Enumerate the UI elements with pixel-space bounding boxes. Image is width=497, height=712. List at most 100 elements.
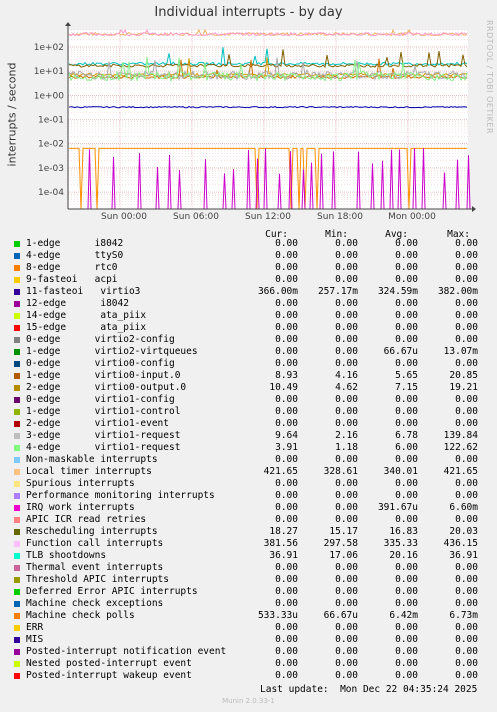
legend-min-value: 0.00 (335, 490, 358, 501)
legend-min-value: 0.00 (335, 658, 358, 669)
legend-swatch (14, 457, 20, 463)
legend-cur-value: 0.00 (275, 478, 298, 489)
legend-max-value: 0.00 (455, 670, 478, 681)
legend-avg-value: 6.42m (389, 610, 418, 621)
y-tick-label: 1e-02 (38, 140, 64, 150)
legend-min-value: 0.00 (335, 346, 358, 357)
legend-avg-value: 335.33 (383, 538, 418, 549)
legend-swatch (14, 589, 20, 595)
legend-label: 14-edge ata_piix (26, 310, 147, 321)
series-spike-irq-work (423, 148, 426, 210)
legend-swatch (14, 337, 20, 343)
legend-row: 1-edge i8042 0.00 0.00 0.00 0.00 (0, 238, 497, 250)
legend-row: Machine check polls 533.33u 66.67u 6.42m 6.7… (0, 610, 497, 622)
legend-max-value: 0.00 (455, 562, 478, 573)
legend-cur-value: 8.93 (275, 370, 298, 381)
series-spike-irq-work (139, 153, 142, 210)
legend-row: Local timer interrupts 421.65 328.61 340.01… (0, 466, 497, 478)
legend-max-value: 0.00 (455, 490, 478, 501)
legend-row: MIS 0.00 0.00 0.00 0.00 (0, 634, 497, 646)
legend-row: 4-edge ttyS0 0.00 0.00 0.00 0.00 (0, 250, 497, 262)
legend-label: ERR (26, 622, 44, 633)
legend-min-value: 0.00 (335, 562, 358, 573)
legend-min-value: 0.00 (335, 478, 358, 489)
legend-cur-value: 0.00 (275, 670, 298, 681)
legend-max-value: 421.65 (443, 466, 478, 477)
legend-avg-value: 0.00 (395, 574, 418, 585)
legend-label: Machine check exceptions (26, 598, 164, 609)
legend-avg-value: 5.65 (395, 370, 418, 381)
series-spike-irq-work (414, 148, 417, 210)
legend-row: 9-fasteoi acpi 0.00 0.00 0.00 0.00 (0, 274, 497, 286)
legend-row: Rescheduling interrupts 18.27 15.17 16.83 20… (0, 526, 497, 538)
legend-swatch (14, 505, 20, 511)
legend-row: 0-edge virtio2-config 0.00 0.00 0.00 0.00 (0, 334, 497, 346)
legend-swatch (14, 421, 20, 427)
legend-max-value: 0.00 (455, 238, 478, 249)
legend-max-value: 0.00 (455, 658, 478, 669)
legend-label: TLB shootdowns (26, 550, 107, 561)
legend-avg-value: 16.83 (389, 526, 418, 537)
legend-avg-value: 0.00 (395, 322, 418, 333)
legend-cur-value: 0.00 (275, 622, 298, 633)
legend-label: 0-edge virtio0-config (26, 358, 175, 369)
legend-row: 0-edge virtio1-config 0.00 0.00 0.00 0.00 (0, 394, 497, 406)
legend-row: Performance monitoring interrupts 0.00 0.0… (0, 490, 497, 502)
legend-min-value: 0.00 (335, 634, 358, 645)
legend-avg-value: 0.00 (395, 562, 418, 573)
legend-min-value: 2.16 (335, 430, 358, 441)
legend-avg-value: 0.00 (395, 634, 418, 645)
legend-min-value: 0.00 (335, 418, 358, 429)
series-spike-irq-work (224, 173, 227, 210)
legend-min-value: 0.00 (335, 454, 358, 465)
legend-cur-value: 0.00 (275, 658, 298, 669)
legend-header: Cur: Min: Avg: Max: (0, 229, 497, 241)
legend-max-value: 6.60m (449, 502, 478, 513)
legend-max-value: 0.00 (455, 514, 478, 525)
chart-title: Individual interrupts - by day (154, 5, 343, 20)
legend-row: Posted-interrupt wakeup event 0.00 0.00 0.0… (0, 670, 497, 682)
legend-cur-value: 0.00 (275, 562, 298, 573)
legend-swatch (14, 445, 20, 451)
legend-avg-value: 0.00 (395, 298, 418, 309)
legend-label: Posted-interrupt notification event (26, 646, 227, 657)
legend-min-value: 4.62 (335, 382, 358, 393)
legend-row: 2-edge virtio0-output.0 10.49 4.62 7.15 19.2… (0, 382, 497, 394)
legend-label: 0-edge virtio1-config (26, 394, 175, 405)
legend-label: Nested posted-interrupt event (26, 658, 192, 669)
legend-swatch (14, 361, 20, 367)
legend-label: APIC ICR read retries (26, 514, 147, 525)
legend-label: 1-edge virtio2-virtqueues (26, 346, 198, 357)
legend-cur-value: 366.00m (257, 286, 298, 297)
legend-row: 14-edge ata_piix 0.00 0.00 0.00 0.00 (0, 310, 497, 322)
legend-swatch (14, 541, 20, 547)
legend-label: 3-edge virtio1-request (26, 430, 181, 441)
series-spike-irq-work (233, 169, 236, 210)
legend-swatch (14, 613, 20, 619)
legend-swatch (14, 577, 20, 583)
legend-swatch (14, 349, 20, 355)
legend-cur-value: 0.00 (275, 646, 298, 657)
series-line-machine-check-polls (69, 147, 467, 210)
legend-label: 2-edge virtio0-output.0 (26, 382, 187, 393)
legend-swatch (14, 253, 20, 259)
legend-label: Thermal event interrupts (26, 562, 164, 573)
series-spike-irq-work (391, 149, 394, 210)
legend-swatch (14, 493, 20, 499)
series-spike-irq-work (157, 167, 160, 210)
legend-avg-value: 0.00 (395, 418, 418, 429)
legend-min-value: 1.18 (335, 442, 358, 453)
legend-swatch (14, 265, 20, 271)
legend-cur-value: 0.00 (275, 334, 298, 345)
series-spike-irq-work (113, 157, 116, 210)
legend-avg-value: 0.00 (395, 262, 418, 273)
legend-cur-value: 18.27 (269, 526, 298, 537)
legend-cur-value: 0.00 (275, 346, 298, 357)
legend-header-avg: Avg: (385, 229, 408, 240)
legend-max-value: 382.00m (437, 286, 478, 297)
legend-label: 1-edge virtio1-control (26, 406, 181, 417)
legend-max-value: 19.21 (449, 382, 478, 393)
legend-cur-value: 0.00 (275, 574, 298, 585)
legend-max-value: 0.00 (455, 634, 478, 645)
legend-max-value: 0.00 (455, 478, 478, 489)
